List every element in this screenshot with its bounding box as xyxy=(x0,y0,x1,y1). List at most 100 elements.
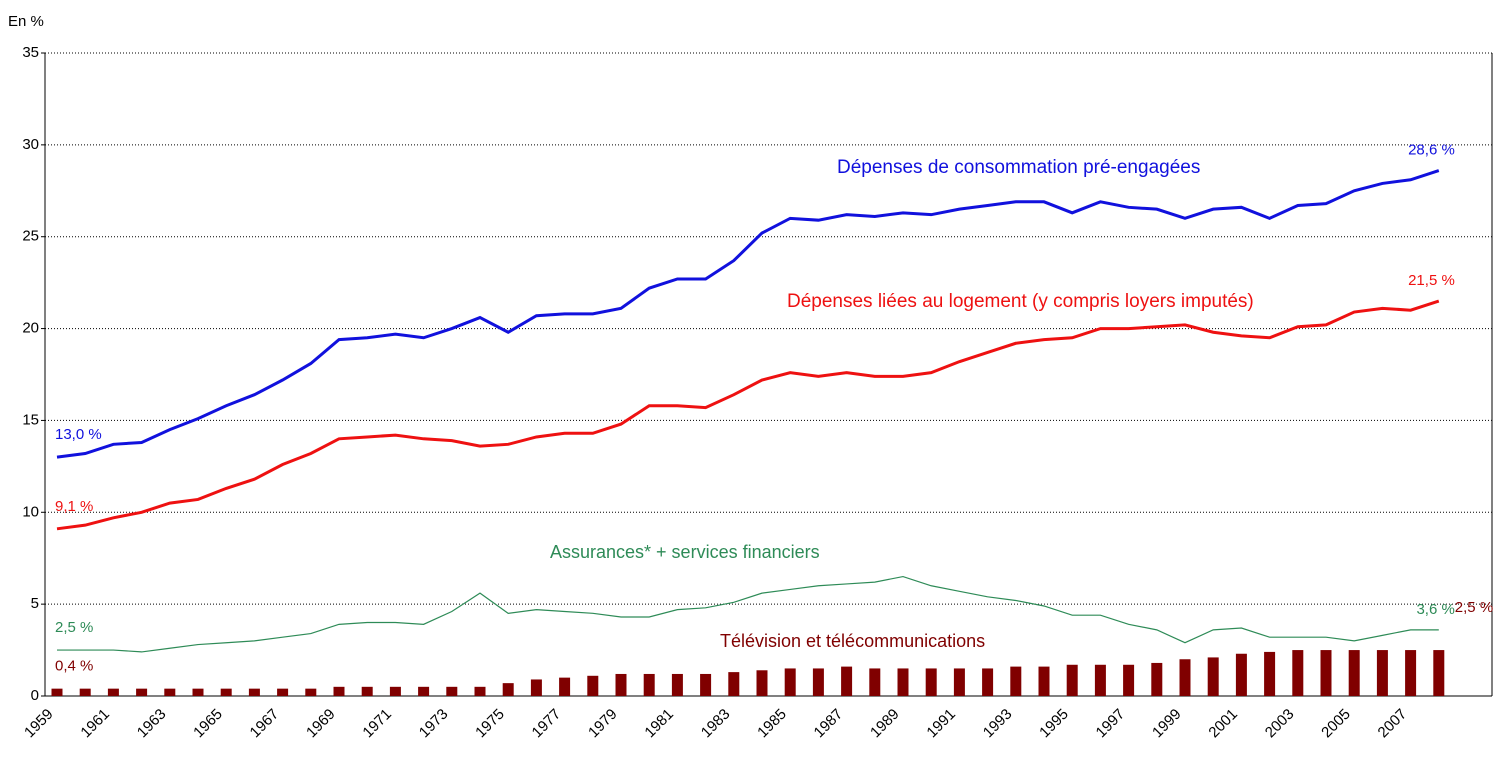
value-label: 3,6 % xyxy=(1416,601,1454,618)
bar xyxy=(1405,650,1417,696)
bar xyxy=(1207,657,1219,696)
x-tick-label: 2001 xyxy=(1205,706,1241,742)
value-label: 9,1 % xyxy=(55,498,93,515)
bar xyxy=(192,688,204,696)
bar xyxy=(869,668,881,696)
bar xyxy=(361,686,373,696)
x-tick-label: 2003 xyxy=(1262,706,1298,742)
x-tick-label: 1991 xyxy=(923,706,959,742)
bar xyxy=(51,688,63,696)
bar xyxy=(756,670,768,696)
x-tick-label: 1993 xyxy=(980,706,1016,742)
bar xyxy=(136,688,148,696)
x-tick-label: 1975 xyxy=(472,706,508,742)
bar xyxy=(1376,650,1388,696)
y-tick-label: 15 xyxy=(22,411,39,428)
value-label: 13,0 % xyxy=(55,426,102,443)
bar xyxy=(418,686,430,696)
bar xyxy=(841,666,853,696)
series-label: Dépenses liées au logement (y compris lo… xyxy=(787,291,1254,312)
x-tick-label: 1983 xyxy=(698,706,734,742)
x-tick-label: 1967 xyxy=(247,706,283,742)
bar xyxy=(784,668,796,696)
x-tick-label: 1995 xyxy=(1036,706,1072,742)
bar xyxy=(925,668,937,696)
bar xyxy=(474,686,486,696)
x-tick-label: 1969 xyxy=(303,706,339,742)
x-tick-label: 1985 xyxy=(754,706,790,742)
bar xyxy=(502,683,514,696)
x-tick-label: 1965 xyxy=(190,706,226,742)
x-tick-label: 1973 xyxy=(416,706,452,742)
y-tick-label: 5 xyxy=(31,595,39,612)
bar xyxy=(615,673,627,696)
bar xyxy=(587,675,599,696)
x-tick-label: 1961 xyxy=(77,706,113,742)
line xyxy=(56,169,1440,459)
bar xyxy=(220,688,232,696)
y-tick-label: 35 xyxy=(22,44,39,61)
line xyxy=(57,575,1439,653)
x-tick-label: 1987 xyxy=(811,706,847,742)
x-tick-label: 1981 xyxy=(641,706,677,742)
bar xyxy=(643,673,655,696)
x-tick-label: 2005 xyxy=(1318,706,1354,742)
bar xyxy=(1292,650,1304,696)
x-tick-label: 1977 xyxy=(529,706,565,742)
bar xyxy=(1123,664,1135,696)
bar xyxy=(897,668,909,696)
y-axis-label: En % xyxy=(8,13,44,30)
value-label: 21,5 % xyxy=(1408,272,1455,289)
bar xyxy=(79,688,91,696)
bar xyxy=(107,688,119,696)
bar xyxy=(1010,666,1022,696)
series-label: Assurances* + services financiers xyxy=(550,542,820,562)
bar xyxy=(728,672,740,696)
bar xyxy=(812,668,824,696)
bar xyxy=(389,686,401,696)
bar xyxy=(953,668,965,696)
bar xyxy=(164,688,176,696)
y-tick-label: 20 xyxy=(22,320,39,337)
bar xyxy=(1038,666,1050,696)
line xyxy=(56,299,1440,531)
bar xyxy=(305,688,317,696)
x-tick-label: 1997 xyxy=(1093,706,1129,742)
bar xyxy=(982,668,994,696)
bar xyxy=(248,688,260,696)
bar xyxy=(446,686,458,696)
x-tick-label: 1979 xyxy=(585,706,621,742)
y-tick-label: 0 xyxy=(31,687,39,704)
x-tick-label: 2007 xyxy=(1375,706,1411,742)
y-tick-label: 10 xyxy=(22,503,39,520)
x-tick-label: 1963 xyxy=(134,706,170,742)
bar xyxy=(1348,650,1360,696)
bar xyxy=(559,677,571,696)
value-label: 0,4 % xyxy=(55,658,93,675)
bar xyxy=(1320,650,1332,696)
bar xyxy=(1235,653,1247,696)
x-tick-label: 1959 xyxy=(21,706,57,742)
x-tick-label: 1971 xyxy=(359,706,395,742)
bar xyxy=(1433,650,1445,696)
bar xyxy=(1179,659,1191,696)
bar xyxy=(1066,664,1078,696)
bar xyxy=(530,679,542,696)
bar xyxy=(671,673,683,696)
bar xyxy=(1094,664,1106,696)
series-label: Télévision et télécommunications xyxy=(720,631,985,651)
bar xyxy=(333,686,345,696)
y-tick-label: 30 xyxy=(22,136,39,153)
bar xyxy=(277,688,289,696)
bar xyxy=(1264,651,1276,696)
y-tick-label: 25 xyxy=(22,228,39,245)
value-label: 2,5 % xyxy=(55,619,93,636)
value-label: 28,6 % xyxy=(1408,142,1455,159)
series-label: Dépenses de consommation pré-engagées xyxy=(837,157,1200,178)
bar xyxy=(1151,662,1163,696)
value-label: 2,5 % xyxy=(1455,599,1493,616)
x-tick-label: 1999 xyxy=(1149,706,1185,742)
x-tick-label: 1989 xyxy=(867,706,903,742)
bar xyxy=(700,673,712,696)
